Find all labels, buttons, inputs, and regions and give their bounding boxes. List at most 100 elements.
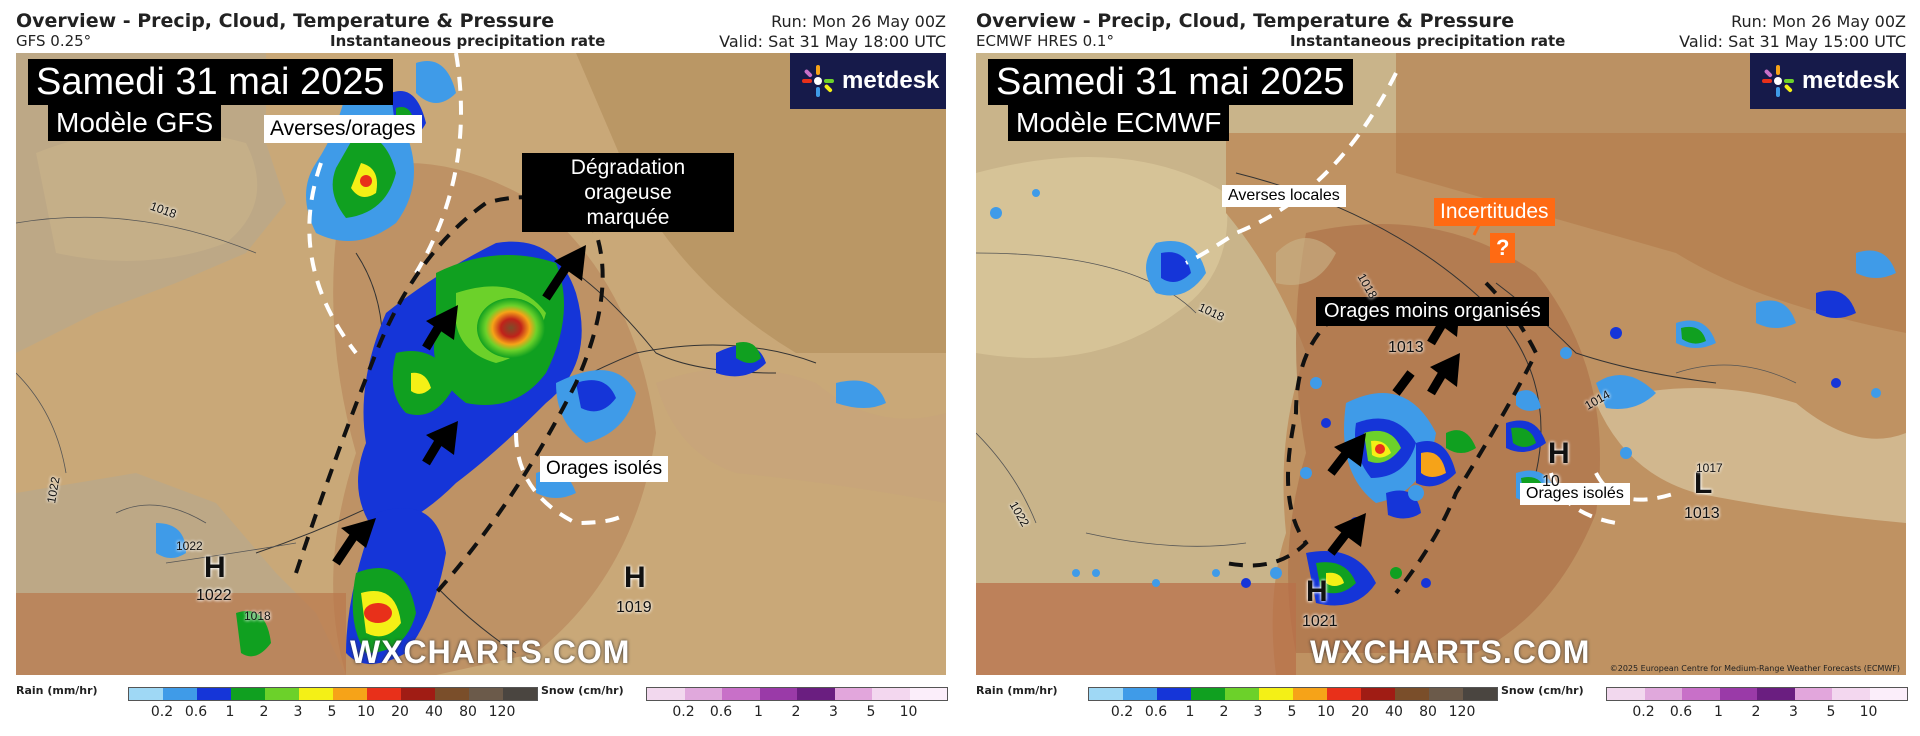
run-time: Run: Mon 26 May 00Z	[1731, 12, 1906, 31]
high-pressure-value: 1021	[1302, 613, 1338, 630]
isobar-1018b	[1085, 532, 1247, 547]
snow-color-scale	[1606, 687, 1908, 701]
chart-subtitle: Instantaneous precipitation rate	[330, 32, 606, 50]
watermark: WXCHARTS.COM	[1310, 634, 1591, 670]
scale-swatch	[1719, 688, 1757, 700]
scale-swatch	[129, 688, 163, 700]
low-pressure-letter: L	[1694, 467, 1713, 500]
scale-tick-label: 5	[327, 704, 337, 720]
snow-legend-title: Snow (cm/hr)	[1501, 684, 1584, 697]
rain-ticks: 0.2 0.6 1 2 3 5 10 20 40 80 120	[128, 704, 536, 722]
scale-tick-label: 10	[1859, 704, 1878, 720]
isobar-1022b	[115, 504, 207, 524]
storm-motion-arrows	[332, 245, 586, 566]
scale-tick-label: 1	[1185, 704, 1195, 720]
scale-tick-label: 0.6	[709, 704, 733, 720]
precip-cells	[990, 189, 1896, 606]
annotation-local-showers: Averses locales	[1222, 185, 1346, 207]
scale-swatch	[1361, 688, 1395, 700]
scale-swatch	[797, 688, 835, 700]
date-label: Samedi 31 mai 2025	[28, 59, 393, 105]
scale-tick-label: 1	[225, 704, 235, 720]
high-pressure-letter: H	[1306, 575, 1328, 608]
uk-land	[36, 130, 258, 261]
isobar-label-1018b: 1018	[244, 609, 271, 623]
pressure-center-value: 1013	[1388, 339, 1424, 356]
isobar-1014	[1675, 364, 1797, 384]
scale-swatch	[1757, 688, 1795, 700]
scale-swatch	[834, 688, 872, 700]
watermark: WXCHARTS.COM	[350, 634, 631, 670]
zone-local-showers-outline	[1185, 72, 1398, 265]
precip-map: Samedi 31 mai 2025 Modèle ECMWF metdesk …	[976, 53, 1906, 675]
scale-tick-label: 0.2	[150, 704, 174, 720]
scale-swatch	[1607, 688, 1645, 700]
annotation-isolated: Orages isolés	[540, 456, 669, 482]
scale-tick-label: 2	[259, 704, 269, 720]
isobar-label-1017: 1017	[1696, 461, 1723, 475]
scale-swatch	[909, 688, 947, 700]
scale-swatch	[333, 688, 367, 700]
chart-subtitle: Instantaneous precipitation rate	[1290, 32, 1566, 50]
metdesk-logo-icon	[802, 65, 834, 97]
model-name: ECMWF HRES 0.1°	[976, 32, 1114, 50]
rain-ticks: 0.2 0.6 1 2 3 5 10 20 40 80 120	[1088, 704, 1496, 722]
spain-relief	[976, 583, 1296, 675]
isobar-1018b	[165, 542, 297, 564]
scale-tick-label: 5	[1826, 704, 1836, 720]
scale-swatch	[1682, 688, 1720, 700]
run-time: Run: Mon 26 May 00Z	[771, 12, 946, 31]
chart-title: Overview - Precip, Cloud, Temperature & …	[976, 10, 1515, 32]
scale-swatch	[722, 688, 760, 700]
gfs-panel: Overview - Precip, Cloud, Temperature & …	[16, 10, 946, 675]
scale-swatch	[1157, 688, 1191, 700]
scale-swatch	[1225, 688, 1259, 700]
scale-swatch	[1869, 688, 1907, 700]
scale-tick-label: 1	[754, 704, 763, 720]
zone-isolated-outline	[514, 432, 628, 526]
high-pressure-letter: H	[204, 551, 226, 584]
scale-swatch	[1832, 688, 1870, 700]
model-label: Modèle GFS	[48, 105, 222, 141]
scale-swatch	[1123, 688, 1157, 700]
scale-swatch	[367, 688, 401, 700]
high-pressure-value-2: 1019	[616, 599, 652, 616]
map-canvas	[16, 53, 946, 675]
atlantic-haze	[976, 157, 1228, 358]
scale-tick-label: 0.6	[184, 704, 208, 720]
scale-swatch	[197, 688, 231, 700]
alps-relief	[656, 368, 946, 503]
scale-swatch	[1463, 688, 1497, 700]
isobar-label-1022b: 1022	[176, 539, 203, 553]
scale-tick-label: 20	[391, 704, 409, 720]
scale-swatch	[759, 688, 797, 700]
scale-tick-label: 10	[357, 704, 375, 720]
logo-text: metdesk	[842, 67, 940, 94]
scale-tick-label: 0.2	[672, 704, 695, 720]
legend-left: Rain (mm/hr) 0.2 0.6 1 2 3 5 10 20 40 80 120 Snow …	[16, 684, 948, 734]
snow-legend-title: Snow (cm/hr)	[541, 684, 624, 697]
scale-swatch	[503, 688, 537, 700]
mediterranean-sea	[1596, 388, 1906, 523]
scale-tick-label: 0.6	[1144, 704, 1168, 720]
metdesk-logo: metdesk	[1750, 53, 1906, 109]
spain-relief	[16, 593, 346, 675]
scale-tick-label: 10	[1317, 704, 1335, 720]
logo-text: metdesk	[1802, 67, 1900, 94]
scale-swatch	[1191, 688, 1225, 700]
scale-tick-label: 40	[425, 704, 443, 720]
isobar-1022	[976, 432, 1037, 524]
high-pressure-letter-2: H	[624, 561, 646, 594]
scale-swatch	[684, 688, 722, 700]
scale-swatch	[1794, 688, 1832, 700]
zone-isolated-outline	[1594, 472, 1677, 502]
map-canvas	[976, 53, 1906, 675]
valid-time: Valid: Sat 31 May 18:00 UTC	[719, 32, 946, 51]
ecmwf-panel: Overview - Precip, Cloud, Temperature & …	[960, 0, 1920, 736]
high-pressure-value-2: 10	[1542, 473, 1560, 490]
annotation-uncertainties: Incertitudes	[1434, 198, 1555, 226]
scale-tick-label: 0.6	[1669, 704, 1693, 720]
zone-isolated-outline-2	[1549, 472, 1617, 525]
metdesk-logo: metdesk	[790, 53, 946, 109]
model-name: GFS 0.25°	[16, 32, 92, 50]
